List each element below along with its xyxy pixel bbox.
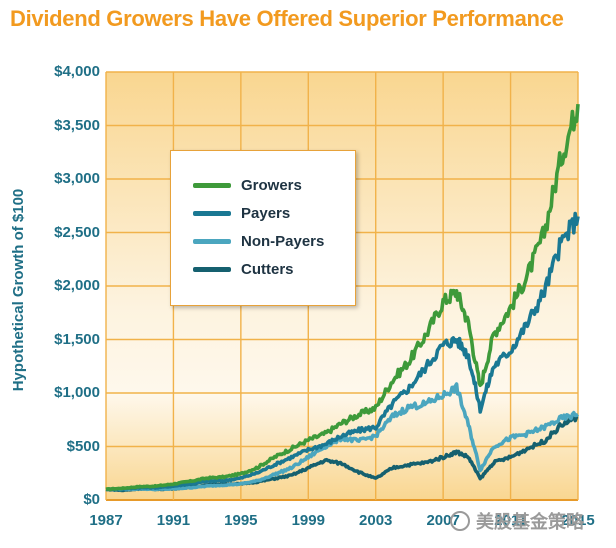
y-tick-label: $3,500: [54, 116, 100, 134]
legend-swatch-cutters: [193, 266, 231, 272]
x-tick-label: 1995: [224, 512, 258, 529]
series-line-non-payers: [105, 382, 579, 492]
y-tick-label: $4,000: [54, 63, 100, 80]
y-tick-label: $0: [83, 491, 100, 508]
y-tick-label: $3,000: [54, 170, 100, 187]
legend-label-payers: Payers: [241, 204, 291, 222]
legend-item-growers: Growers: [193, 175, 302, 195]
y-tick-label: $1,500: [54, 330, 100, 348]
x-tick-label: 1991: [156, 512, 191, 529]
legend-swatch-payers: [193, 210, 231, 216]
y-tick-label: $500: [66, 437, 100, 455]
y-tick-label: $2,500: [54, 223, 100, 241]
series-line-payers: [105, 211, 580, 492]
x-tick-label: 2011: [494, 512, 527, 529]
legend-swatch-growers: [193, 182, 231, 188]
legend-label-growers: Growers: [241, 176, 302, 194]
y-axis-label: Hypothetical Growth of $100: [10, 188, 27, 392]
x-tick-label: 2015: [561, 512, 595, 529]
watermark: 美股基金策略: [450, 508, 584, 534]
legend-label-non-payers: Non-Payers: [241, 232, 325, 250]
legend: Growers Payers Non-Payers Cutters: [170, 150, 356, 306]
chart-title: Dividend Growers Have Offered Superior P…: [10, 6, 564, 31]
x-tick-label: 2003: [359, 512, 393, 529]
series-line-growers: [105, 103, 580, 492]
y-tick-label: $2,000: [54, 277, 100, 294]
wechat-icon: [450, 511, 470, 531]
legend-label-cutters: Cutters: [241, 260, 294, 278]
x-tick-label: 1999: [291, 512, 325, 529]
x-tick-label: 1987: [89, 512, 123, 529]
legend-swatch-non-payers: [193, 238, 231, 244]
legend-item-non-payers: Non-Payers: [193, 231, 324, 251]
legend-item-payers: Payers: [193, 203, 290, 223]
y-tick-label: $1,000: [54, 384, 100, 401]
watermark-text: 美股基金策略: [476, 512, 584, 532]
legend-item-cutters: Cutters: [193, 259, 294, 279]
